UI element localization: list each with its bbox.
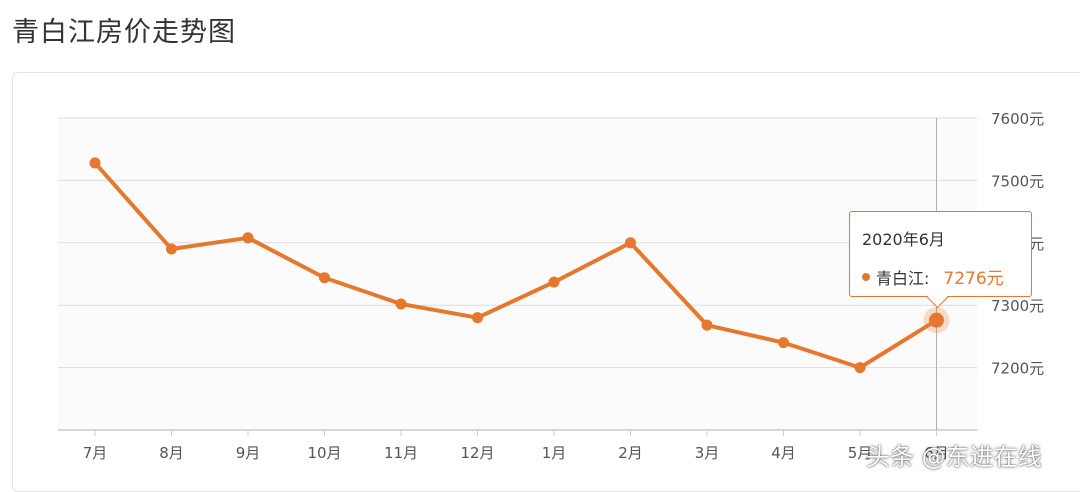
data-point[interactable] bbox=[319, 272, 330, 284]
x-tick-label: 11月 bbox=[384, 444, 418, 462]
plot-area-background bbox=[58, 118, 977, 430]
data-point[interactable] bbox=[548, 276, 560, 288]
tooltip-series-label: 青白江: bbox=[876, 268, 930, 288]
y-tick-label: 7600元 bbox=[991, 110, 1044, 128]
x-tick-label: 8月 bbox=[159, 444, 184, 462]
data-point[interactable] bbox=[854, 362, 866, 374]
data-point[interactable] bbox=[929, 312, 944, 328]
series-points bbox=[89, 157, 950, 374]
series-line-qingbaijiang bbox=[93, 161, 938, 370]
y-tick-label: 7500元 bbox=[991, 172, 1044, 190]
line-chart: 7200元7300元7400元7500元7600元 7月8月9月10月11月12… bbox=[58, 110, 1044, 462]
x-axis-ticks: 7月 8月 9月 10月 11月 12月 1月 2月 3月 4月 5月 6月 bbox=[83, 430, 949, 462]
x-tick-label: 9月 bbox=[236, 444, 261, 462]
x-tick-label: 3月 bbox=[695, 444, 720, 462]
data-point[interactable] bbox=[395, 298, 407, 310]
data-point[interactable] bbox=[166, 243, 177, 255]
x-tick-label: 1月 bbox=[542, 444, 567, 462]
tooltip-series-dot bbox=[862, 272, 870, 281]
tooltip-row: 青白江: 7276元 bbox=[862, 264, 1031, 289]
data-point[interactable] bbox=[89, 157, 101, 169]
data-tooltip: 2020年6月 青白江: 7276元 bbox=[849, 211, 1032, 309]
watermark: 头条 @东进在线 bbox=[866, 443, 1042, 471]
data-point[interactable] bbox=[242, 232, 254, 244]
y-tick-label: 7300元 bbox=[991, 297, 1044, 315]
data-point[interactable] bbox=[778, 337, 789, 349]
x-tick-label: 4月 bbox=[771, 444, 796, 462]
x-tick-label: 7月 bbox=[83, 444, 108, 462]
x-tick-label: 10月 bbox=[307, 444, 341, 462]
data-point[interactable] bbox=[472, 312, 483, 324]
tooltip-value: 7276元 bbox=[943, 269, 1004, 289]
x-tick-label: 5月 bbox=[848, 444, 873, 462]
y-tick-label: 7200元 bbox=[991, 360, 1044, 378]
page-title: 青白江房价走势图 bbox=[12, 17, 236, 48]
data-point[interactable] bbox=[701, 319, 713, 331]
x-tick-label: 2月 bbox=[618, 444, 643, 462]
data-point[interactable] bbox=[625, 237, 636, 249]
x-tick-label: 6月 bbox=[924, 444, 949, 462]
x-tick-label: 12月 bbox=[460, 444, 494, 462]
grid-lines bbox=[58, 117, 977, 431]
tooltip-date: 2020年6月 bbox=[862, 230, 945, 249]
